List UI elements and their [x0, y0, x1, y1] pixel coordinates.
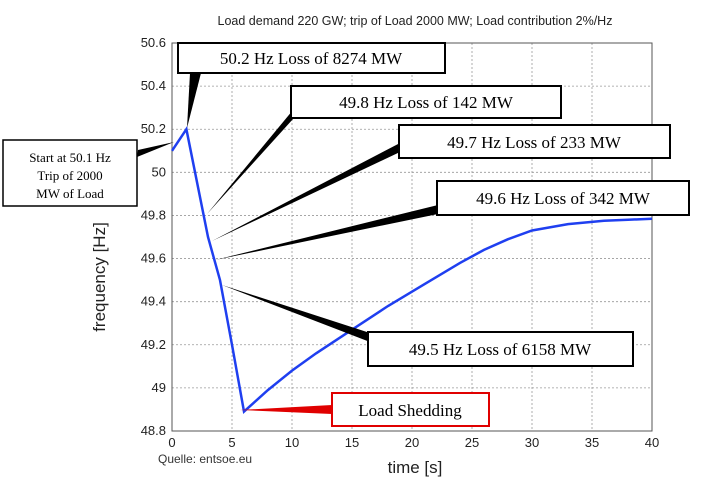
- callout-49-6-box: [436, 180, 690, 216]
- y-tick-label: 49.6: [141, 251, 166, 266]
- callout-start-pointer: [137, 142, 174, 157]
- callout-49-8-text: 49.8 Hz Loss of 142 MW: [339, 93, 514, 112]
- callout-shed-text: Load Shedding: [358, 401, 462, 420]
- y-tick-label: 49.4: [141, 294, 166, 309]
- y-tick-label: 50: [152, 164, 166, 179]
- x-tick-label: 40: [645, 435, 659, 450]
- x-tick-label: 35: [585, 435, 599, 450]
- y-tick-label: 50.2: [141, 121, 166, 136]
- x-tick-label: 0: [168, 435, 175, 450]
- x-tick-labels: 0 5 10 15 20 25 30 35 40: [168, 435, 659, 450]
- y-tick-label: 50.4: [141, 78, 166, 93]
- x-axis-label: time [s]: [388, 458, 443, 477]
- callout-start-line2: Trip of 2000: [37, 168, 102, 183]
- y-tick-label: 49.8: [141, 207, 166, 222]
- x-tick-label: 15: [345, 435, 359, 450]
- annotation-callouts: Start at 50.1 Hz Trip of 2000 MW of Load…: [2, 42, 690, 427]
- x-tick-label: 20: [405, 435, 419, 450]
- y-tick-labels: 48.8 49 49.2 49.4 49.6 49.8 50 50.2 50.4 50.6: [141, 35, 166, 438]
- callout-49-7-text: 49.7 Hz Loss of 233 MW: [447, 133, 622, 152]
- callout-49-8-pointer: [207, 110, 293, 214]
- x-tick-label: 10: [285, 435, 299, 450]
- callout-start-line1: Start at 50.1 Hz: [29, 150, 111, 165]
- x-tick-label: 30: [525, 435, 539, 450]
- callout-shed-pointer: [240, 405, 332, 414]
- callout-49-8-box: [290, 85, 562, 119]
- y-tick-label: 50.6: [141, 35, 166, 50]
- y-tick-label: 49.2: [141, 337, 166, 352]
- callout-49-7-pointer: [212, 143, 400, 241]
- callout-50-2-pointer: [187, 73, 201, 128]
- callout-start-box: [2, 139, 138, 207]
- callout-start-line3: MW of Load: [36, 186, 104, 201]
- source-note: Quelle: entsoe.eu: [158, 452, 252, 466]
- callout-49-5-text: 49.5 Hz Loss of 6158 MW: [409, 340, 592, 359]
- callout-50-2-text: 50.2 Hz Loss of 8274 MW: [220, 49, 403, 68]
- chart-title: Load demand 220 GW; trip of Load 2000 MW…: [218, 14, 613, 28]
- y-tick-label: 48.8: [141, 423, 166, 438]
- y-axis-label: frequency [Hz]: [90, 222, 109, 332]
- frequency-series-line: [170, 125, 653, 415]
- y-tick-label: 49: [152, 380, 166, 395]
- callout-49-5-pointer: [222, 285, 370, 342]
- x-tick-label: 5: [228, 435, 235, 450]
- callout-50-2-box: [177, 42, 446, 74]
- callout-shed-box: [331, 392, 490, 427]
- callout-49-7-box: [398, 124, 671, 159]
- callout-49-6-text: 49.6 Hz Loss of 342 MW: [476, 189, 651, 208]
- callout-49-6-pointer: [215, 205, 438, 260]
- callout-49-5-box: [367, 331, 634, 367]
- x-tick-label: 25: [465, 435, 479, 450]
